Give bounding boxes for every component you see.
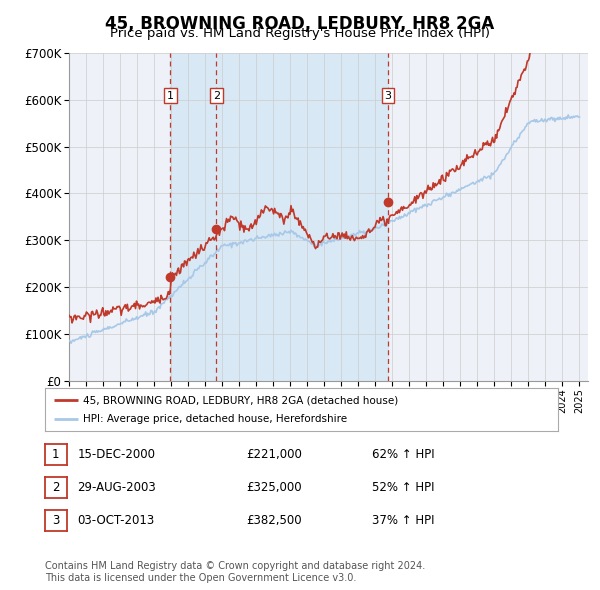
Bar bbox=[217, 53, 388, 381]
Bar bbox=[170, 53, 217, 381]
Text: £325,000: £325,000 bbox=[246, 481, 302, 494]
Text: £221,000: £221,000 bbox=[246, 448, 302, 461]
Text: 29-AUG-2003: 29-AUG-2003 bbox=[77, 481, 156, 494]
Text: 15-DEC-2000: 15-DEC-2000 bbox=[77, 448, 155, 461]
Text: 3: 3 bbox=[52, 514, 59, 527]
Text: 45, BROWNING ROAD, LEDBURY, HR8 2GA: 45, BROWNING ROAD, LEDBURY, HR8 2GA bbox=[106, 15, 494, 33]
Text: 62% ↑ HPI: 62% ↑ HPI bbox=[372, 448, 434, 461]
Text: 03-OCT-2013: 03-OCT-2013 bbox=[77, 514, 155, 527]
Text: 52% ↑ HPI: 52% ↑ HPI bbox=[372, 481, 434, 494]
Text: 2: 2 bbox=[52, 481, 59, 494]
Text: 2: 2 bbox=[213, 91, 220, 101]
Text: 37% ↑ HPI: 37% ↑ HPI bbox=[372, 514, 434, 527]
Text: Contains HM Land Registry data © Crown copyright and database right 2024.
This d: Contains HM Land Registry data © Crown c… bbox=[45, 561, 425, 583]
Text: 1: 1 bbox=[167, 91, 174, 101]
Text: 45, BROWNING ROAD, LEDBURY, HR8 2GA (detached house): 45, BROWNING ROAD, LEDBURY, HR8 2GA (det… bbox=[83, 395, 399, 405]
Text: 3: 3 bbox=[385, 91, 392, 101]
Text: 1: 1 bbox=[52, 448, 59, 461]
Text: Price paid vs. HM Land Registry's House Price Index (HPI): Price paid vs. HM Land Registry's House … bbox=[110, 27, 490, 40]
Text: £382,500: £382,500 bbox=[246, 514, 302, 527]
Text: HPI: Average price, detached house, Herefordshire: HPI: Average price, detached house, Here… bbox=[83, 414, 347, 424]
